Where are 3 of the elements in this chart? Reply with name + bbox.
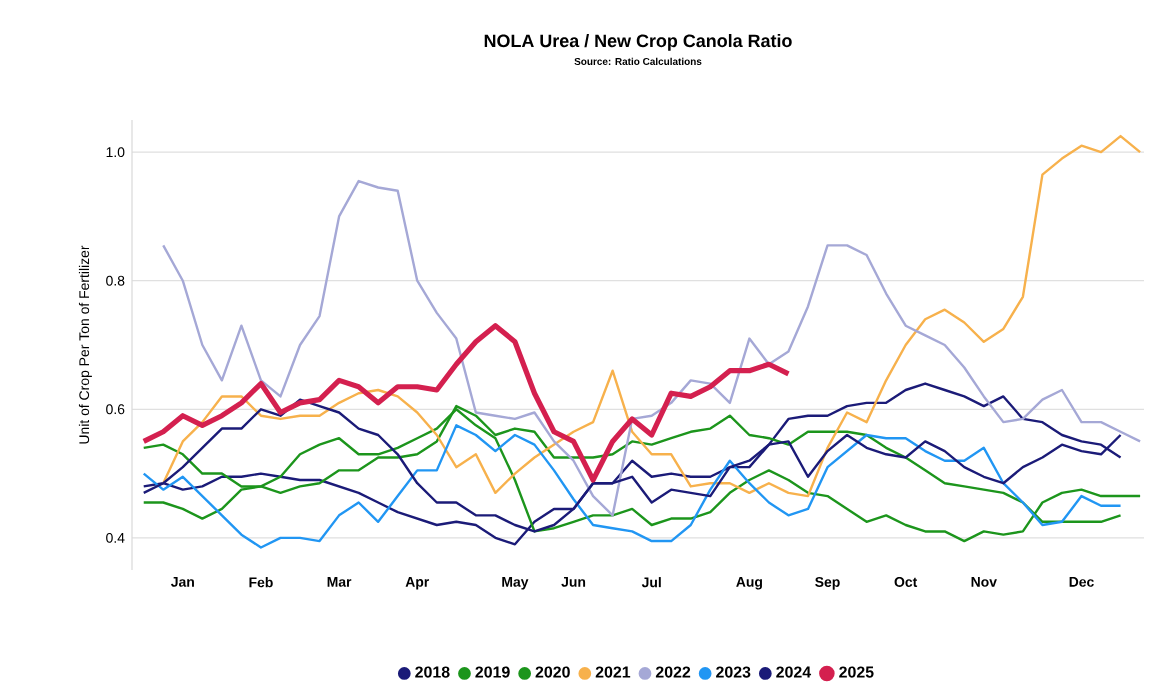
line-series xyxy=(162,179,1142,517)
line-series xyxy=(141,323,792,483)
chart-title: NOLA Urea / New Crop Canola Ratio xyxy=(484,33,792,51)
